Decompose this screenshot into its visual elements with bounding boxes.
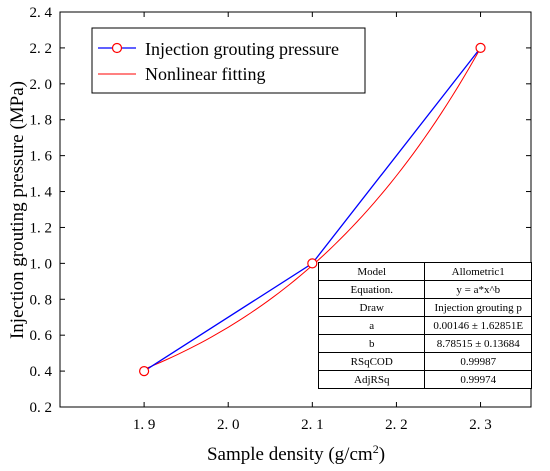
x-tick-label: 2. 2 <box>385 417 408 433</box>
legend: Injection grouting pressure Nonlinear fi… <box>91 27 366 94</box>
fit-table-key: RSqCOD <box>317 352 426 371</box>
x-tick-label: 1. 9 <box>133 417 156 433</box>
fit-table-key: Draw <box>317 298 426 317</box>
y-tick-label: 2. 0 <box>30 77 53 93</box>
legend-label-pressure: Injection grouting pressure <box>145 39 339 59</box>
fit-table-key: a <box>317 316 426 335</box>
x-tick-label: 2. 3 <box>469 417 492 433</box>
fit-table-row: Equation. y = a*x^b <box>317 280 532 299</box>
fit-table-row: Draw Injection grouting p <box>317 298 532 317</box>
y-tick-label: 0. 4 <box>30 364 53 380</box>
fit-table-row: b 8.78515 ± 0.13684 <box>317 334 532 353</box>
y-tick-label: 0. 2 <box>30 400 53 416</box>
fit-table-row: AdjRSq 0.99974 <box>317 370 532 389</box>
y-tick-labels: 0. 2 0. 4 0. 6 0. 8 1. 0 1. 2 1. 4 1. 6 1. 8 2. 0… <box>30 5 53 416</box>
data-point <box>307 258 318 269</box>
x-tick-label: 2. 1 <box>301 417 324 433</box>
y-tick-label: 1. 6 <box>30 149 53 165</box>
data-point <box>139 365 150 377</box>
y-tick-label: 2. 4 <box>30 5 53 21</box>
y-tick-label: 1. 0 <box>30 256 53 272</box>
fit-table-key: AdjRSq <box>317 370 426 389</box>
y-tick-label: 1. 2 <box>30 220 53 236</box>
fit-table-row: a 0.00146 ± 1.62851E <box>317 316 532 335</box>
fit-table-value: Injection grouting p <box>424 298 532 317</box>
legend-box <box>91 27 366 94</box>
legend-marker-pressure <box>111 42 123 54</box>
fit-table-key: Model <box>317 262 426 281</box>
data-point <box>475 42 486 54</box>
y-tick-label: 1. 4 <box>30 185 53 201</box>
y-tick-label: 2. 2 <box>30 41 53 57</box>
fit-table-row: RSqCOD 0.99987 <box>317 352 532 371</box>
fit-table-value: y = a*x^b <box>424 280 532 299</box>
y-tick-label: 0. 6 <box>30 328 53 344</box>
series-layer <box>139 42 486 377</box>
fit-table-value: 0.99987 <box>424 352 532 371</box>
x-tick-labels: 1. 9 2. 0 2. 1 2. 2 2. 3 <box>133 417 492 433</box>
x-tick-label: 2. 0 <box>217 417 240 433</box>
y-tick-label: 1. 8 <box>30 113 53 129</box>
fit-table-value: 8.78515 ± 0.13684 <box>424 334 532 353</box>
fit-table-key: b <box>317 334 426 353</box>
fit-results-table: Model Allometric1 Equation. y = a*x^b Draw In… <box>317 262 532 389</box>
y-axis-label: Injection grouting pressure (MPa) <box>7 81 28 339</box>
fit-table-value: 0.00146 ± 1.62851E <box>424 316 532 335</box>
plot-frame <box>59 11 532 408</box>
fit-table-value: Allometric1 <box>424 262 532 281</box>
fit-table-row: Model Allometric1 <box>317 262 532 281</box>
legend-label-fitting: Nonlinear fitting <box>145 64 265 84</box>
fit-table-value: 0.99974 <box>424 370 532 389</box>
x-axis-label: Sample density (g/cm2) <box>207 442 385 465</box>
y-tick-label: 0. 8 <box>30 292 53 308</box>
fit-table-key: Equation. <box>317 280 426 299</box>
